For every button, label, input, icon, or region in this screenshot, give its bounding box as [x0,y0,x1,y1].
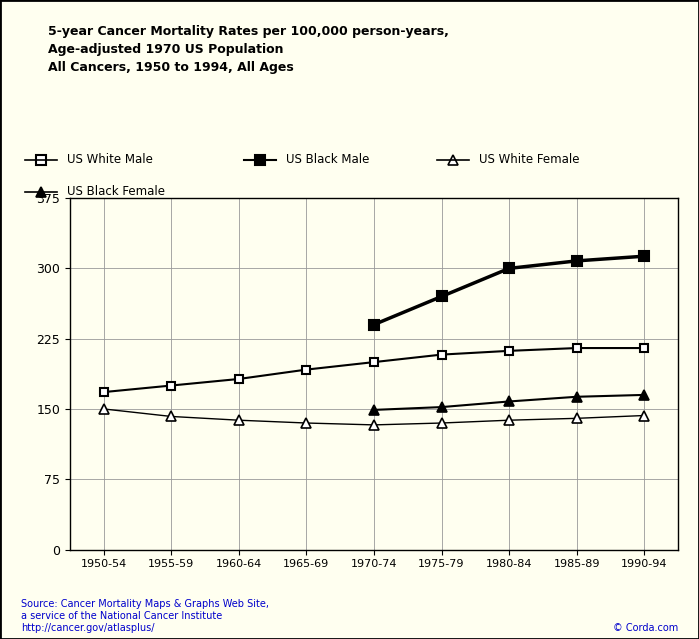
Text: US Black Male: US Black Male [286,153,369,166]
Text: Source: Cancer Mortality Maps & Graphs Web Site,
a service of the National Cance: Source: Cancer Mortality Maps & Graphs W… [21,599,269,633]
Text: US Black Female: US Black Female [67,185,165,198]
Text: © Corda.com: © Corda.com [613,622,678,633]
Text: US White Female: US White Female [479,153,579,166]
Text: 5-year Cancer Mortality Rates per 100,000 person-years,
Age-adjusted 1970 US Pop: 5-year Cancer Mortality Rates per 100,00… [48,25,449,74]
Text: US White Male: US White Male [67,153,153,166]
